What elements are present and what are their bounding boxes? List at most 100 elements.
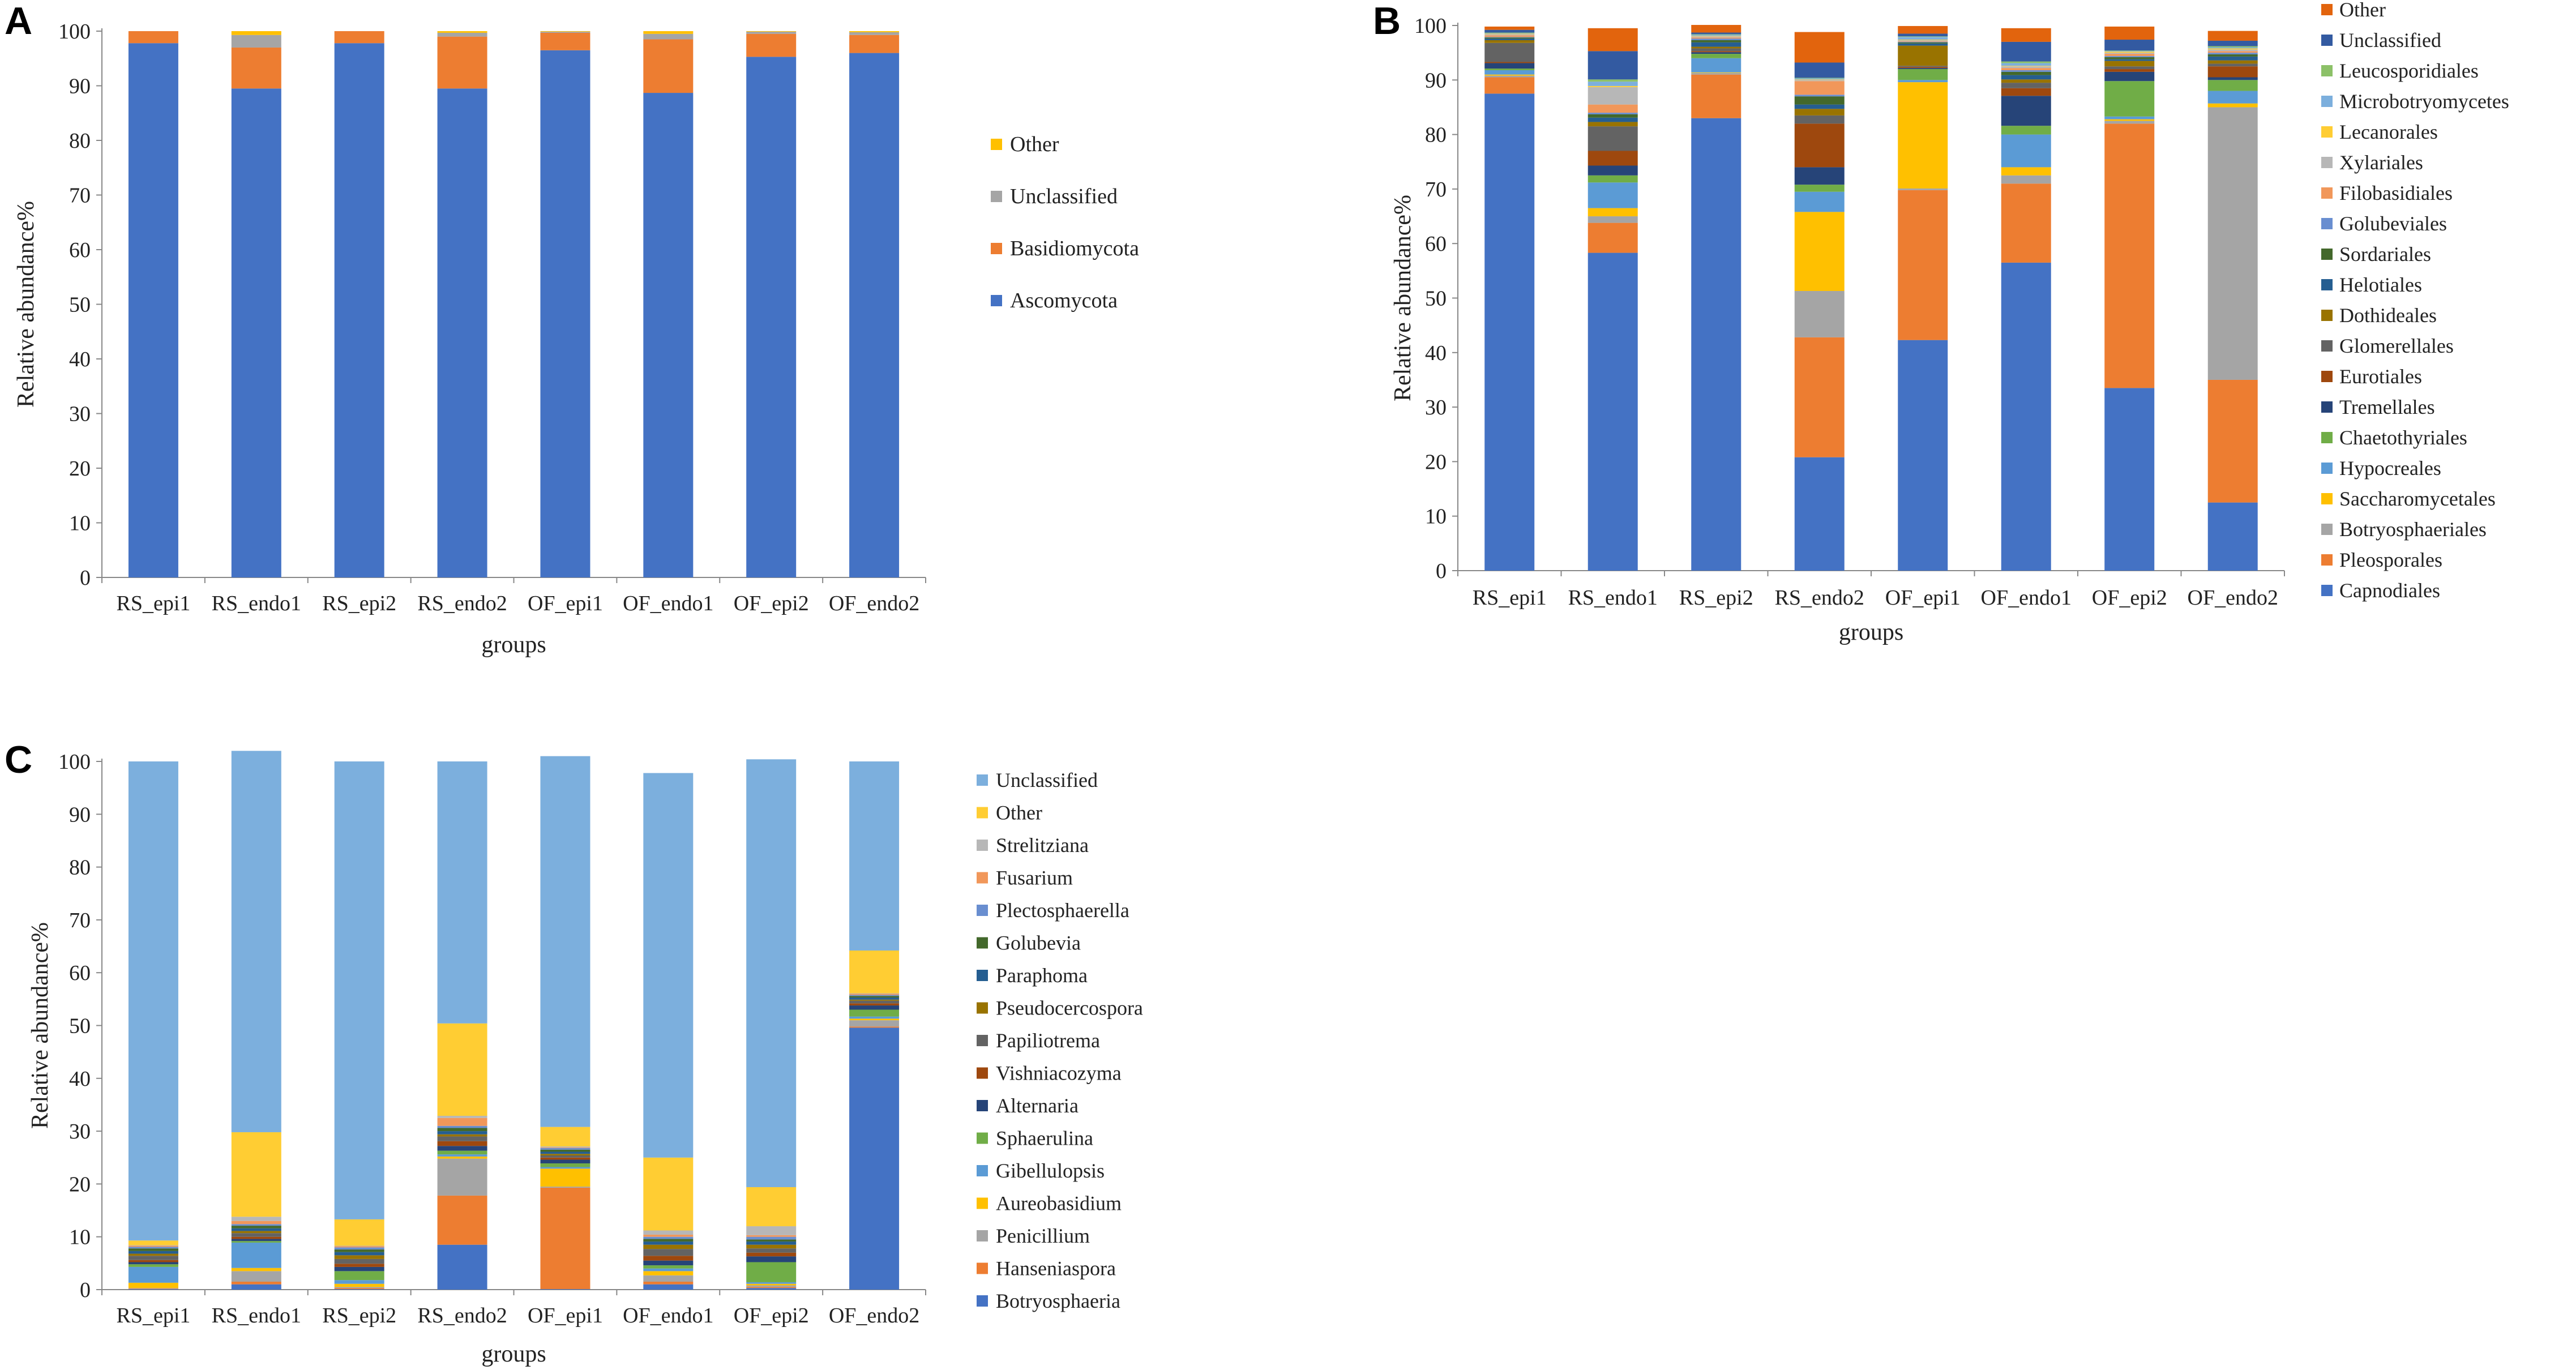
bar-segment-of-endo2-pseudocercospora — [849, 999, 900, 1001]
legend-label-unclassified: Unclassified — [1010, 185, 1118, 208]
bar-segment-of-epi2-sordariales — [2104, 57, 2155, 59]
x-tick-label-of-endo1: OF_endo1 — [1981, 586, 2072, 610]
bar-segment-of-epi1-plectosphaerella — [540, 1148, 590, 1150]
x-tick-label-rs-epi2: RS_epi2 — [322, 592, 396, 615]
bar-segment-of-endo1-botryosphaeriales — [2001, 175, 2051, 184]
bar-segment-of-endo2-sphaerulina — [849, 1009, 900, 1017]
bar-segment-rs-endo1-pseudocercospora — [231, 1231, 281, 1234]
y-tick-label: 60 — [69, 238, 91, 262]
bar-segment-rs-epi2-ascomycota — [334, 43, 384, 578]
bar-segment-of-endo1-pseudocercospora — [643, 1244, 694, 1249]
legend-label-plectosphaerella: Plectosphaerella — [996, 899, 1129, 922]
bar-segment-of-endo1-hanseniaspora — [643, 1282, 694, 1285]
panel-letter-c: C — [5, 738, 32, 781]
legend-swatch-botryosphaeriales — [2321, 524, 2333, 535]
bar-segment-rs-epi1-botryosphaeria — [128, 1289, 178, 1290]
bar-segment-rs-endo1-botryosphaeria — [231, 1284, 281, 1290]
legend-swatch-hanseniaspora — [977, 1262, 988, 1274]
bar-segment-of-epi2-other — [2104, 26, 2155, 40]
y-tick-label: 0 — [80, 1278, 91, 1302]
bar-segment-of-endo2-hanseniaspora — [849, 1026, 900, 1028]
legend-swatch-filobasidiales — [2321, 187, 2333, 199]
x-axis-title: groups — [1839, 619, 1903, 645]
bar-segment-of-endo2-plectosphaerella — [849, 995, 900, 996]
legend-swatch-golubevia — [977, 937, 988, 949]
x-tick-label-rs-epi1: RS_epi1 — [116, 1304, 190, 1328]
legend-swatch-other — [977, 807, 988, 819]
bar-segment-of-endo1-dothideales — [2001, 79, 2051, 83]
bar-segment-of-endo2-paraphoma — [849, 997, 900, 1000]
bar-segment-rs-endo2-xylariales — [1794, 80, 1845, 82]
bar-segment-rs-endo1-helotiales — [1587, 117, 1638, 122]
bar-segment-rs-endo2-pleosporales — [1794, 337, 1845, 457]
bar-segment-rs-epi2-golubeviales — [1691, 38, 1741, 41]
legend-swatch-sordariales — [2321, 249, 2333, 260]
bar-segment-rs-endo2-papiliotrema — [437, 1136, 487, 1141]
bar-segment-of-endo2-tremellales — [2207, 77, 2258, 80]
y-axis-title: Relative abundance% — [13, 201, 39, 408]
bar-segment-of-epi1-ascomycota — [540, 50, 590, 577]
legend-swatch-tremellales — [2321, 401, 2333, 413]
bar-segment-of-epi2-saccharomycetales — [2104, 119, 2155, 121]
bar-segment-rs-epi2-tremellales — [1691, 52, 1741, 54]
bar-segment-of-endo1-other — [643, 1157, 694, 1231]
bar-segment-of-epi2-botryosphaeria — [746, 1288, 797, 1290]
x-tick-label-of-epi2: OF_epi2 — [734, 1304, 809, 1328]
bar-segment-rs-epi2-papiliotrema — [334, 1258, 384, 1264]
bar-segment-of-endo1-chaetothyriales — [2001, 126, 2051, 135]
bar-segment-rs-endo1-chaetothyriales — [1587, 175, 1638, 183]
bar-segment-rs-endo1-hanseniaspora — [231, 1282, 281, 1285]
bar-segment-rs-epi2-other — [1691, 25, 1741, 33]
bar-segment-of-epi2-hanseniaspora — [746, 1287, 797, 1288]
bar-segment-rs-epi2-capnodiales — [1691, 118, 1741, 571]
bar-segment-of-epi2-other — [746, 31, 797, 32]
legend-swatch-fusarium — [977, 872, 988, 884]
bar-segment-rs-epi1-unclassified — [1484, 29, 1535, 33]
bar-segment-of-epi2-filobasidiales — [2104, 54, 2155, 56]
legend-swatch-saccharomycetales — [2321, 493, 2333, 504]
bar-segment-rs-epi2-unclassified — [1691, 32, 1741, 35]
bar-segment-of-epi2-strelitziana — [746, 1226, 797, 1235]
bar-segment-rs-epi2-plectosphaerella — [334, 1247, 384, 1250]
bar-segment-of-epi1-gibellulopsis — [540, 1167, 590, 1169]
y-tick-label: 50 — [69, 1014, 91, 1038]
bar-segment-of-endo1-plectosphaerella — [643, 1236, 694, 1239]
bar-segment-rs-epi2-unclassified — [334, 761, 384, 1219]
bar-segment-rs-epi1-filobasidiales — [1484, 35, 1535, 37]
x-tick-label-of-endo2: OF_endo2 — [829, 592, 919, 615]
bar-segment-of-endo2-vishniacozyma — [849, 1003, 900, 1006]
legend-swatch-microbotryomycetes — [2321, 96, 2333, 107]
bar-segment-of-epi2-basidiomycota — [746, 33, 797, 57]
bar-segment-rs-epi1-aureobasidium — [128, 1282, 178, 1288]
bar-segment-of-epi1-filobasidiales — [1898, 41, 1948, 42]
bar-segment-of-endo1-leucosporidiales — [2001, 61, 2051, 63]
bar-segment-rs-epi1-sordariales — [1484, 37, 1535, 39]
y-tick-label: 70 — [69, 909, 91, 932]
bar-segment-of-epi2-ascomycota — [746, 57, 797, 578]
x-tick-label-rs-endo2: RS_endo2 — [1775, 586, 1864, 610]
bar-segment-rs-epi1-ascomycota — [128, 43, 178, 578]
bar-segment-of-endo1-papiliotrema — [643, 1249, 694, 1256]
x-tick-label-of-endo1: OF_endo1 — [623, 592, 713, 615]
bar-segment-of-epi2-papiliotrema — [746, 1248, 797, 1253]
bar-segment-of-endo2-ascomycota — [849, 53, 900, 578]
bar-segment-of-epi2-leucosporidiales — [2104, 50, 2155, 52]
y-axis-title: Relative abundance% — [27, 922, 53, 1129]
bar-segment-rs-endo2-glomerellales — [1794, 115, 1845, 124]
bar-segment-of-epi1-sordariales — [1898, 42, 1948, 44]
bar-segment-of-epi2-pseudocercospora — [746, 1244, 797, 1249]
bar-segment-of-endo2-filobasidiales — [2207, 51, 2258, 53]
bar-segment-rs-endo2-botryosphaeria — [437, 1244, 487, 1290]
y-tick-label: 60 — [1425, 232, 1447, 256]
legend-label-alternaria: Alternaria — [996, 1094, 1079, 1117]
bar-segment-rs-endo1-pleosporales — [1587, 222, 1638, 253]
legend-label-chaetothyriales: Chaetothyriales — [2339, 426, 2467, 449]
bar-segment-rs-epi2-vishniacozyma — [334, 1264, 384, 1267]
y-tick-label: 90 — [1425, 68, 1447, 92]
y-tick-label: 90 — [69, 803, 91, 827]
bar-segment-rs-endo1-sphaerulina — [231, 1241, 281, 1243]
bar-segment-of-endo1-hypocreales — [2001, 134, 2051, 168]
bar-segment-of-endo1-sphaerulina — [643, 1265, 694, 1269]
bar-segment-rs-endo2-aureobasidium — [437, 1156, 487, 1159]
